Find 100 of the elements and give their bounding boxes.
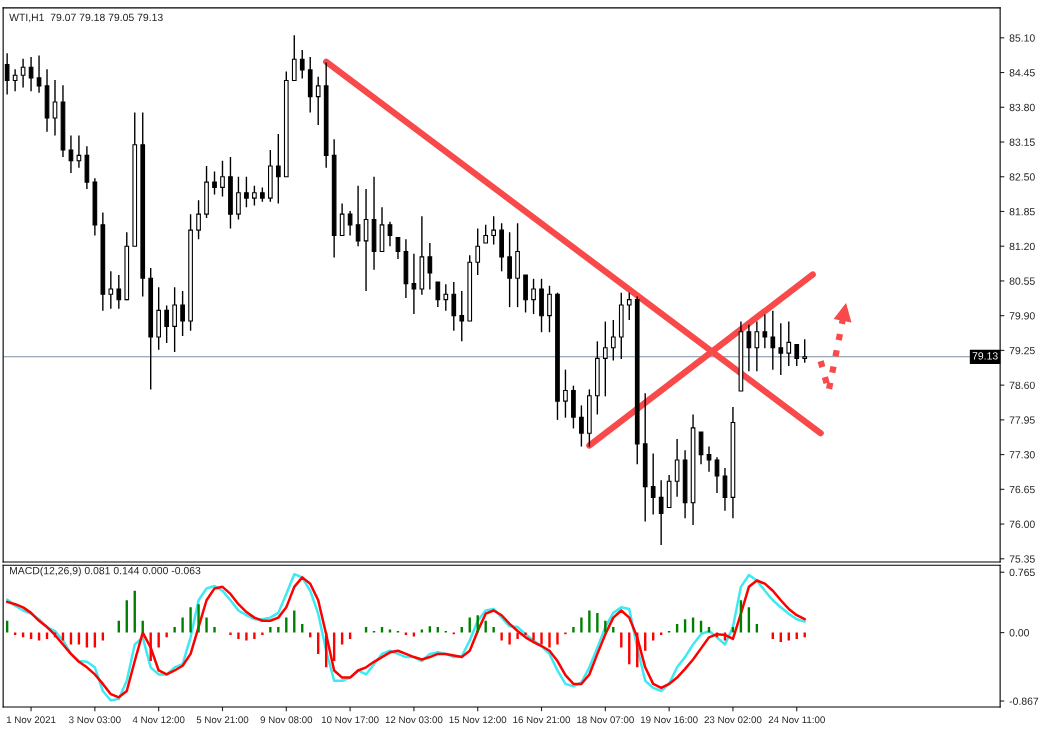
candlestick [347,210,353,237]
y-tick-label: 85.10 [1009,34,1035,42]
candlestick [244,176,249,208]
y-tick-label: 76.00 [1009,520,1035,528]
candlestick [20,57,26,89]
y-tick-label: 81.85 [1009,207,1035,216]
candlestick [650,452,656,516]
bar [596,612,599,633]
candlestick [531,278,536,315]
y-tick-label: 81.20 [1009,242,1035,251]
bar [588,610,591,633]
bar [508,632,511,645]
candlestick [52,79,58,137]
candlestick [706,445,712,473]
candlestick [475,227,481,276]
candlestick [212,170,217,196]
bar [460,627,463,633]
y-tick-label: 79.25 [1009,346,1035,355]
candlestick [164,304,170,344]
candlestick [172,286,177,353]
candlestick [315,76,321,126]
x-tick-label: 24 Nov 11:00 [768,716,825,724]
x-tick-label: 3 Nov 03:00 [69,716,121,724]
candlestick [12,68,18,92]
x-tick-label: 18 Nov 07:00 [577,716,634,724]
bar [604,620,607,633]
bar [253,632,256,639]
ref-line-label: 79.13 [972,352,998,360]
candlestick [778,322,784,376]
y-tick-label: 75.35 [1009,555,1035,563]
candlestick [355,185,361,247]
candlestick [236,176,241,221]
candlestick [626,291,632,321]
candlestick [770,310,776,371]
candlestick [579,404,584,448]
y-tick-label: -0.867 [1009,697,1039,705]
candlestick [762,313,768,349]
candlestick [299,49,305,80]
x-tick-label: 23 Nov 02:00 [704,716,762,724]
bar [428,626,432,633]
bar [532,632,535,641]
candlestick [746,324,752,372]
bar [731,627,735,633]
candlestick [610,319,616,362]
candlestick [36,54,42,94]
candlestick [291,34,297,82]
y-tick-label: 82.50 [1009,173,1035,181]
bar [380,627,384,633]
bar [189,607,192,633]
bar [556,632,559,645]
bar [181,617,184,633]
y-tick-label: 0.765 [1009,568,1035,577]
candlestick [339,202,345,237]
candlestick [427,242,433,291]
y-tick-label: 84.45 [1009,69,1035,77]
bar [277,627,280,633]
candlestick [483,224,489,244]
y-tick-label: 76.65 [1009,485,1035,494]
y-tick-label: 78.60 [1009,381,1035,390]
y-tick-label: 83.80 [1009,103,1035,112]
x-tick-label: 12 Nov 03:00 [385,716,443,724]
candlestick [507,231,512,308]
candlestick [459,290,465,343]
candlestick [786,320,792,367]
chart-title: WTI,H1 79.07 79.18 79.05 79.13 [9,13,163,23]
x-tick-label: 1 Nov 2021 [6,716,56,724]
bar [261,632,264,635]
candlestick [252,185,257,207]
y-tick-label: 83.15 [1009,138,1035,146]
bar [165,632,168,638]
bar [572,627,575,633]
candlestick [794,343,800,367]
bar [492,627,495,633]
bar [540,632,543,645]
x-tick-label: 9 Nov 08:00 [260,716,313,724]
candlestick [674,438,680,498]
candlestick [443,283,449,312]
bar [516,632,519,639]
y-tick-label: 77.95 [1009,416,1035,424]
x-tick-label: 10 Nov 17:00 [321,716,379,724]
candlestick [754,320,760,372]
bar [612,627,615,633]
bar [157,632,160,648]
bar [213,627,216,633]
candlestick [411,252,417,315]
bar [548,632,551,648]
bar [197,604,200,633]
candlestick [435,281,441,308]
candlestick [802,338,808,364]
x-tick-label: 5 Nov 21:00 [196,716,249,724]
bar [420,629,424,633]
x-tick-label: 19 Nov 16:00 [640,716,698,724]
candlestick [196,199,201,240]
candlestick [658,479,664,546]
y-tick-label: 79.90 [1009,312,1035,320]
bar [484,620,487,633]
bar [524,632,527,635]
y-tick-label: 0.00 [1009,629,1030,637]
candlestick [563,368,568,419]
bar [245,632,248,641]
